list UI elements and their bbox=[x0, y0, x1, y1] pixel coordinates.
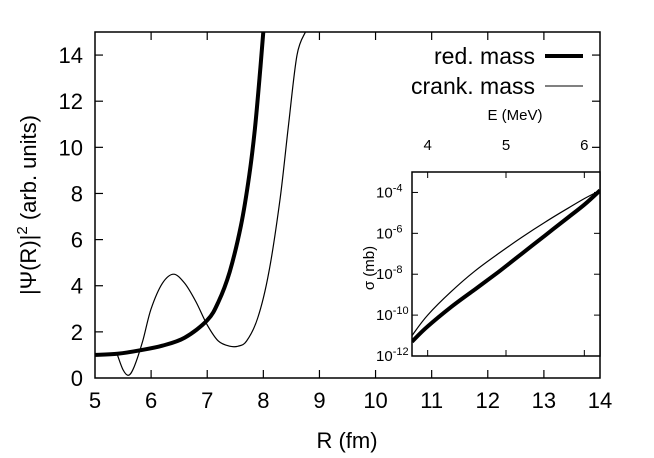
main-x-tick-label: 6 bbox=[145, 388, 157, 413]
inset-y-tick-label: 10-8 bbox=[376, 264, 402, 283]
main-y-tick-label: 6 bbox=[71, 228, 83, 253]
main-y-tick-label: 0 bbox=[71, 366, 83, 391]
main-y-tick-label: 14 bbox=[59, 43, 83, 68]
main-x-tick-label: 8 bbox=[257, 388, 269, 413]
main-x-tick-label: 5 bbox=[89, 388, 101, 413]
main-x-tick-label: 10 bbox=[363, 388, 387, 413]
main-x-tick-label: 7 bbox=[201, 388, 213, 413]
main-x-ticks: 5 6 7 8 9 10 11 12 13 14 bbox=[89, 32, 612, 413]
inset-series bbox=[412, 188, 600, 344]
main-y-tick-label: 8 bbox=[71, 181, 83, 206]
main-x-tick-label: 14 bbox=[588, 388, 612, 413]
inset-x-axis-label: E (MeV) bbox=[487, 107, 542, 124]
inset-x-tick-label: 6 bbox=[580, 137, 588, 154]
legend-label-crank-mass: crank. mass bbox=[411, 73, 535, 99]
main-y-axis-label: |Ψ(R)|2 (arb. units) bbox=[14, 115, 41, 295]
main-x-axis-label: R (fm) bbox=[316, 428, 377, 453]
inset-x-ticks: 4 5 6 bbox=[423, 137, 589, 356]
legend: red. mass crank. mass bbox=[411, 43, 583, 99]
inset-y-axis-label: σ (mb) bbox=[361, 246, 378, 290]
main-x-tick-label: 12 bbox=[476, 388, 500, 413]
inset-series-line-red-mass bbox=[412, 188, 600, 344]
main-series-line-red-mass bbox=[95, 32, 266, 357]
main-series-line-crank-mass bbox=[116, 32, 306, 376]
main-y-ticks: 0 2 4 6 8 10 12 14 bbox=[59, 43, 600, 391]
main-series bbox=[95, 32, 306, 376]
inset-y-ticks: 10-4 10-6 10-8 10-10 10-12 bbox=[376, 182, 600, 365]
inset-x-tick-label: 5 bbox=[502, 137, 510, 154]
main-y-tick-label: 12 bbox=[59, 89, 83, 114]
inset-series-line-crank-mass bbox=[412, 189, 600, 336]
inset-y-tick-label: 10-4 bbox=[376, 182, 402, 201]
inset-y-tick-label: 10-12 bbox=[376, 346, 409, 365]
legend-label-red-mass: red. mass bbox=[434, 43, 535, 69]
main-x-tick-label: 9 bbox=[313, 388, 325, 413]
inset-x-tick-label: 4 bbox=[423, 137, 431, 154]
inset-y-tick-label: 10-6 bbox=[376, 223, 402, 242]
main-y-tick-label: 4 bbox=[71, 274, 83, 299]
main-x-tick-label: 11 bbox=[420, 388, 443, 413]
main-y-tick-label: 10 bbox=[59, 135, 83, 160]
main-x-tick-label: 13 bbox=[532, 388, 556, 413]
inset-y-tick-label: 10-10 bbox=[376, 305, 409, 324]
main-y-tick-label: 2 bbox=[71, 320, 83, 345]
